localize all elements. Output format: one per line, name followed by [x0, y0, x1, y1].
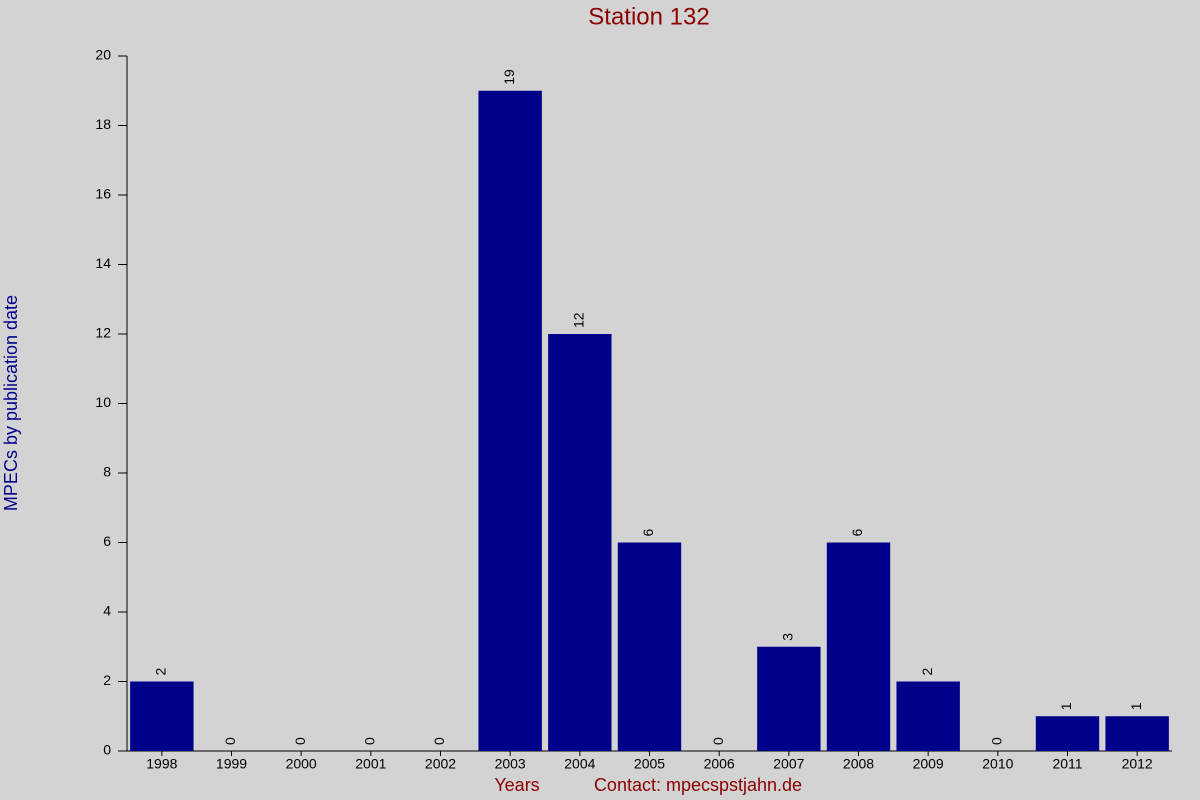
- bar: [757, 646, 821, 751]
- value-label: 3: [780, 633, 796, 641]
- y-tick-label: 20: [95, 47, 111, 63]
- value-label: 0: [989, 737, 1005, 745]
- x-axis-label: Years: [494, 775, 539, 795]
- value-label: 0: [431, 737, 447, 745]
- value-label: 0: [362, 737, 378, 745]
- x-tick-label: 2006: [704, 756, 735, 772]
- x-tick-label: 2005: [634, 756, 665, 772]
- y-tick-label: 4: [103, 603, 111, 619]
- y-axis-label: MPECs by publication date: [1, 295, 21, 511]
- x-tick-label: 1998: [146, 756, 177, 772]
- bar: [478, 90, 542, 751]
- value-label: 0: [222, 737, 238, 745]
- x-tick-label: 2001: [355, 756, 386, 772]
- value-label: 0: [710, 737, 726, 745]
- y-tick-label: 12: [95, 325, 111, 341]
- bar: [130, 681, 194, 751]
- chart-title: Station 132: [588, 3, 709, 30]
- y-tick-label: 10: [95, 394, 111, 410]
- value-label: 2: [153, 668, 169, 676]
- value-label: 6: [849, 529, 865, 537]
- y-tick-label: 6: [103, 533, 111, 549]
- x-tick-label: 2004: [564, 756, 595, 772]
- bar: [1035, 716, 1100, 751]
- footer: Contact: mpecspstjahn.de: [594, 775, 802, 795]
- bar: [1105, 716, 1169, 751]
- y-tick-label: 14: [95, 255, 111, 271]
- value-label: 0: [292, 737, 308, 745]
- value-label: 1: [1058, 702, 1074, 710]
- x-tick-label: 2003: [495, 756, 526, 772]
- x-tick-label: 2012: [1122, 756, 1153, 772]
- x-tick-label: 2007: [773, 756, 804, 772]
- y-tick-label: 2: [103, 672, 111, 688]
- y-tick-label: 0: [103, 742, 111, 758]
- x-tick-label: 2008: [843, 756, 874, 772]
- value-label: 19: [501, 69, 517, 85]
- y-tick-label: 18: [95, 116, 111, 132]
- bar: [617, 542, 682, 751]
- x-tick-label: 2002: [425, 756, 456, 772]
- y-tick-label: 8: [103, 464, 111, 480]
- x-tick-label: 2010: [982, 756, 1013, 772]
- bar: [548, 334, 612, 751]
- bar: [826, 542, 891, 751]
- value-label: 12: [571, 312, 587, 328]
- x-tick-label: 2011: [1052, 756, 1082, 772]
- value-label: 2: [919, 668, 935, 676]
- bar: [896, 681, 960, 751]
- x-tick-label: 1999: [216, 756, 247, 772]
- value-label: 6: [640, 529, 656, 537]
- value-label: 1: [1128, 702, 1144, 710]
- x-tick-label: 2000: [286, 756, 317, 772]
- y-tick-label: 16: [95, 186, 111, 202]
- x-tick-label: 2009: [913, 756, 944, 772]
